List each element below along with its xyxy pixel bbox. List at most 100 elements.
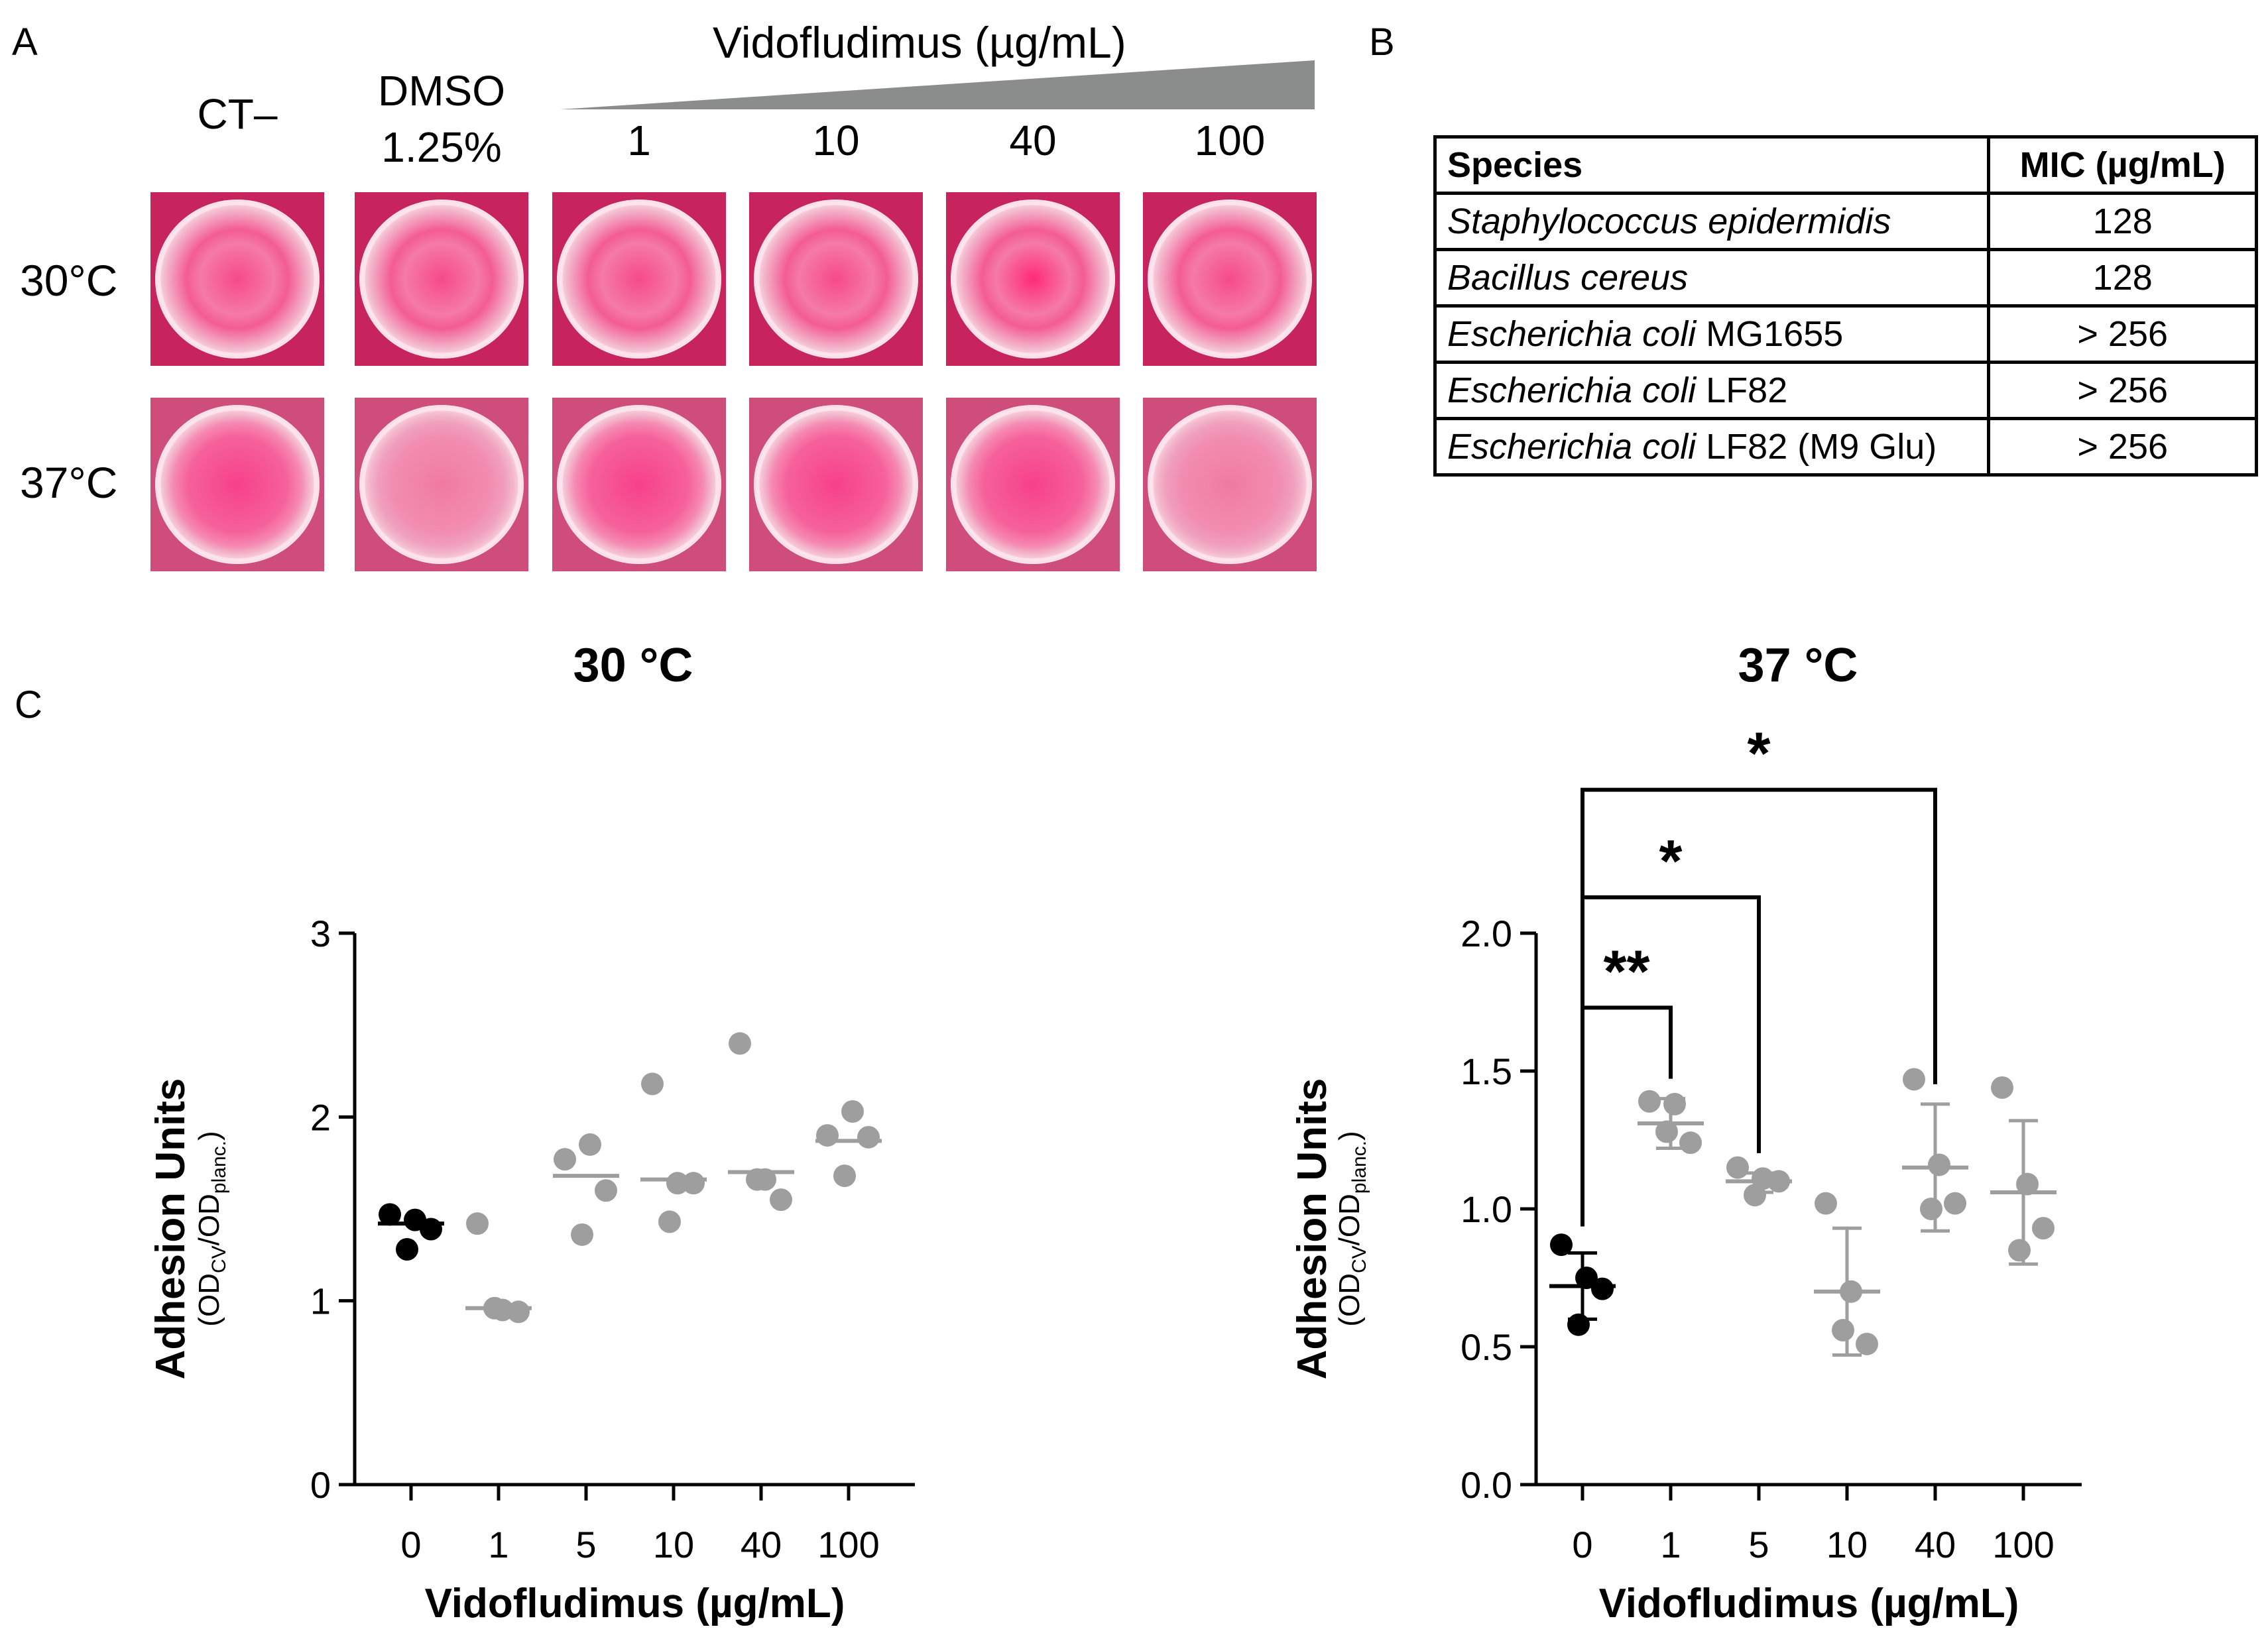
x-tick-label: 1 (1660, 1524, 1681, 1565)
y-axis-sublabel-part: ) (193, 1131, 225, 1141)
chart-title: 30 °C (573, 639, 693, 692)
y-axis-sublabel-part: /OD (193, 1194, 225, 1245)
plate-30c-5 (1143, 192, 1317, 366)
data-point (1903, 1068, 1925, 1091)
species-header: Species (1433, 135, 1991, 195)
y-tick-label: 1.0 (1461, 1188, 1512, 1230)
colony-rim (1150, 201, 1310, 357)
plate-37c-4 (946, 398, 1120, 571)
colony (155, 405, 320, 564)
data-point (1744, 1184, 1766, 1207)
colony (754, 199, 918, 359)
species-cell: Bacillus cereus (1433, 248, 1991, 308)
mic-table: Species MIC (µg/mL) Staphylococcus epide… (1433, 135, 2258, 477)
strain-name: LF82 (1696, 370, 1788, 410)
species-cell: Staphylococcus epidermidis (1433, 192, 1991, 251)
column-header-1: DMSO (378, 67, 505, 115)
data-point (1840, 1280, 1862, 1303)
x-tick-label: 10 (1826, 1524, 1868, 1565)
colony-rim (559, 201, 719, 357)
data-point (1663, 1092, 1686, 1115)
colony (754, 405, 918, 564)
data-point (1638, 1090, 1661, 1113)
colony (359, 405, 524, 564)
data-point (682, 1172, 705, 1195)
row-label-0: 30°C (20, 256, 118, 305)
x-tick-label: 1 (488, 1524, 508, 1565)
species-cell: Escherichia coli MG1655 (1433, 304, 1991, 364)
x-tick-label: 40 (741, 1524, 782, 1565)
y-axis-sublabel-part: planc. (1348, 1141, 1370, 1194)
colony-rim (157, 407, 318, 562)
data-point (841, 1100, 864, 1123)
y-tick-label: 2 (310, 1096, 331, 1138)
colony-rim (361, 407, 522, 562)
y-axis-sublabel-part: ) (1333, 1131, 1366, 1141)
plate-30c-2 (552, 192, 726, 366)
x-tick-label: 0 (400, 1524, 421, 1565)
column-header-4: 40 (1009, 117, 1057, 164)
data-point (396, 1238, 418, 1261)
species-cell: Escherichia coli LF82 (M9 Glu) (1433, 417, 1991, 477)
data-point (816, 1124, 839, 1147)
data-point (746, 1168, 768, 1191)
colony-rim (361, 201, 522, 357)
x-axis-label: Vidofludimus (µg/mL) (1599, 1581, 2019, 1626)
colony-rim (953, 201, 1113, 357)
data-point (1928, 1153, 1950, 1176)
data-point (466, 1212, 489, 1235)
mic-table-header: Species MIC (µg/mL) (1433, 135, 2258, 195)
mic-row: Escherichia coli LF82 (M9 Glu) > 256 (1433, 417, 2258, 477)
panel-a-letter: A (12, 21, 38, 64)
colony-rim (756, 407, 916, 562)
data-point (729, 1032, 751, 1055)
y-axis-sublabel: (ODCV/ODplanc.) (1333, 1131, 1370, 1326)
plate-37c-0 (150, 398, 324, 571)
data-point (641, 1072, 664, 1096)
data-point (1767, 1170, 1790, 1193)
y-axis-sublabel-part: (OD (1333, 1273, 1366, 1327)
data-point (658, 1210, 681, 1233)
strain-name: MG1655 (1696, 314, 1844, 354)
data-point (1575, 1267, 1598, 1289)
mic-value: > 256 (1987, 304, 2258, 364)
data-point (579, 1133, 601, 1156)
panel-c-letter: C (15, 683, 42, 726)
y-tick-label: 0.0 (1461, 1464, 1512, 1506)
chart-37c: 37 °C 0.0 0.5 1.0 1.5 2.0 0 1 5 10 40 100 Vidofludim… (1289, 639, 2082, 1626)
wedge-shape (560, 60, 1315, 109)
mic-row: Escherichia coli MG1655 > 256 (1433, 304, 2258, 364)
species-name: Bacillus cereus (1447, 258, 1689, 298)
mic-value: 128 (1987, 192, 2258, 251)
row-label-1: 37°C (20, 458, 118, 507)
x-tick-label: 5 (1748, 1524, 1769, 1565)
significance-label: * (1659, 828, 1682, 895)
colony-rim (157, 201, 318, 357)
plate-37c-3 (749, 398, 923, 571)
y-tick-label: 1 (310, 1280, 331, 1322)
colony (557, 199, 721, 359)
colony-rim (1150, 407, 1310, 562)
y-tick-label: 3 (310, 913, 331, 954)
plate-37c-5 (1143, 398, 1317, 571)
data-point (1679, 1131, 1702, 1155)
concentration-wedge (560, 60, 1315, 109)
mic-value: 128 (1987, 248, 2258, 308)
mic-row: Staphylococcus epidermidis 128 (1433, 192, 2258, 251)
species-cell: Escherichia coli LF82 (1433, 361, 1991, 420)
significance-bracket (1581, 1005, 1673, 1227)
mic-header: MIC (µg/mL) (1987, 135, 2258, 195)
species-name: Staphylococcus epidermidis (1447, 201, 1891, 241)
data-point (1726, 1156, 1749, 1179)
plate-30c-3 (749, 192, 923, 366)
chart-30c: 30 °C 0 1 2 3 0 1 5 10 40 100 Vidofludimus (µg/mL) A… (148, 639, 915, 1626)
chart-title: 37 °C (1738, 639, 1858, 692)
colony-rim (756, 201, 916, 357)
x-tick-label: 5 (575, 1524, 596, 1565)
plate-30c-4 (946, 192, 1120, 366)
y-tick-label: 1.5 (1461, 1050, 1512, 1092)
data-point (1655, 1120, 1678, 1143)
plate-37c-2 (552, 398, 726, 571)
y-tick-label: 0.5 (1461, 1326, 1512, 1368)
data-point (2008, 1239, 2031, 1262)
